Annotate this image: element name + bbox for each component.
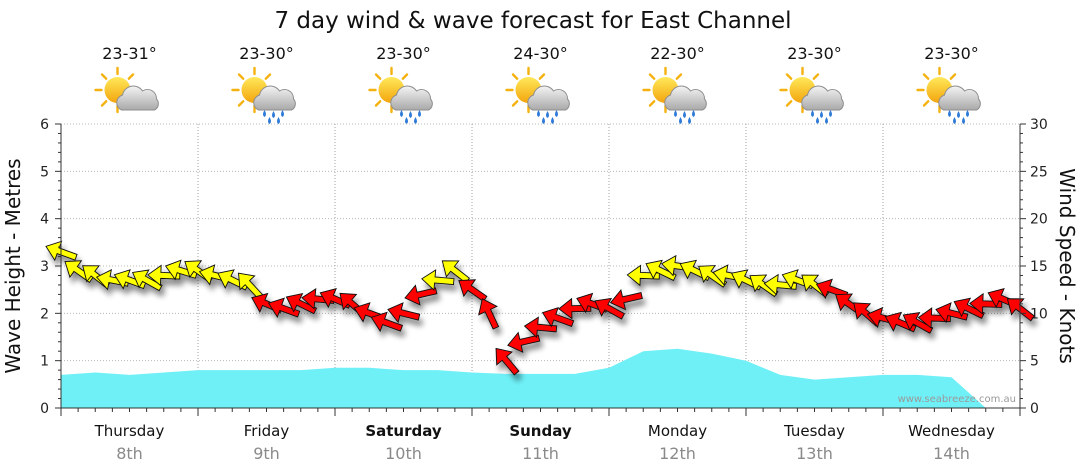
cloud-rain-icon	[505, 66, 570, 124]
day-name: Tuesday	[783, 422, 845, 440]
weather-icons	[94, 66, 981, 124]
right-axis-label: Wind Speed - Knots	[1055, 168, 1079, 364]
wind-arrow	[387, 302, 421, 324]
wind-arrow	[370, 311, 404, 333]
day-date: 8th	[116, 444, 143, 463]
left-axis-label: Wave Height - Metres	[1, 158, 25, 373]
right-tick-label: 30	[1030, 117, 1048, 133]
wind-arrow	[935, 302, 969, 324]
day-labels: Thursday 8th Friday 9th Saturday 10th Sunday 11…	[94, 422, 995, 463]
day-temperature: 23-30°	[239, 44, 294, 63]
daily-temperatures: 23-31° 23-30° 23-30° 24-30° 22-30° 23-30° 23-3…	[102, 44, 979, 63]
left-tick-label: 6	[40, 117, 49, 133]
wind-arrow	[237, 272, 264, 300]
wind-arrow	[1006, 298, 1036, 322]
day-temperature: 23-30°	[787, 44, 842, 63]
wind-arrow	[421, 269, 455, 291]
left-tick-label: 3	[40, 259, 49, 275]
day-name: Wednesday	[908, 422, 995, 440]
wind-arrow	[495, 347, 520, 376]
wind-speed-series	[45, 240, 1036, 376]
chart-title: 7 day wind & wave forecast for East Chan…	[274, 8, 791, 34]
right-tick-label: 15	[1030, 259, 1048, 275]
day-name: Friday	[244, 422, 290, 440]
day-date: 12th	[659, 444, 696, 463]
watermark: www.seabreeze.com.au	[898, 394, 1016, 405]
right-tick-label: 20	[1030, 212, 1048, 228]
wind-arrow	[267, 297, 301, 318]
cloud-rain-icon	[642, 66, 707, 124]
day-date: 14th	[933, 444, 970, 463]
wave-height-series	[61, 348, 986, 408]
wind-arrow	[541, 306, 575, 328]
wind-arrow	[594, 297, 626, 320]
cloud-rain-icon	[368, 66, 433, 124]
day-temperature: 22-30°	[650, 44, 705, 63]
chart-axes	[60, 124, 1021, 409]
left-tick-label: 5	[40, 164, 49, 180]
day-name: Sunday	[509, 422, 572, 440]
day-temperature: 23-30°	[924, 44, 979, 63]
wind-arrow	[45, 240, 78, 262]
right-tick-label: 5	[1030, 354, 1039, 370]
day-date: 10th	[385, 444, 422, 463]
left-tick-label: 1	[40, 354, 49, 370]
day-temperature: 23-31°	[102, 44, 157, 63]
left-tick-label: 0	[40, 401, 49, 417]
grid-lines	[61, 123, 1020, 408]
day-date: 9th	[253, 444, 280, 463]
wind-arrow	[478, 298, 500, 330]
right-tick-label: 10	[1030, 306, 1048, 322]
wave-area	[61, 348, 986, 408]
right-tick-label: 0	[1030, 401, 1039, 417]
left-axis-ticks: 0 1 2 3 4 5 6	[40, 117, 61, 417]
wind-arrow	[609, 289, 643, 311]
cloud-rain-icon	[779, 66, 844, 124]
day-name: Thursday	[94, 422, 165, 440]
wind-arrow	[441, 260, 470, 284]
cloud-rain-icon	[231, 66, 296, 124]
right-axis-ticks: 0 5 10 15 20 25 30	[1020, 117, 1048, 417]
day-date: 13th	[796, 444, 833, 463]
wind-arrow	[458, 279, 488, 302]
day-name: Monday	[648, 422, 707, 440]
wind-arrow	[523, 316, 558, 339]
left-tick-label: 4	[40, 212, 49, 228]
x-axis-ticks	[60, 408, 1021, 416]
right-tick-label: 25	[1030, 164, 1048, 180]
day-name: Saturday	[365, 422, 442, 440]
wind-arrow	[815, 278, 849, 300]
cloud-rain-icon	[916, 66, 981, 124]
day-date: 11th	[522, 444, 559, 463]
partly-cloudy-icon	[94, 66, 159, 114]
day-temperature: 23-30°	[376, 44, 431, 63]
left-tick-label: 2	[40, 306, 49, 322]
day-temperature: 24-30°	[513, 44, 568, 63]
